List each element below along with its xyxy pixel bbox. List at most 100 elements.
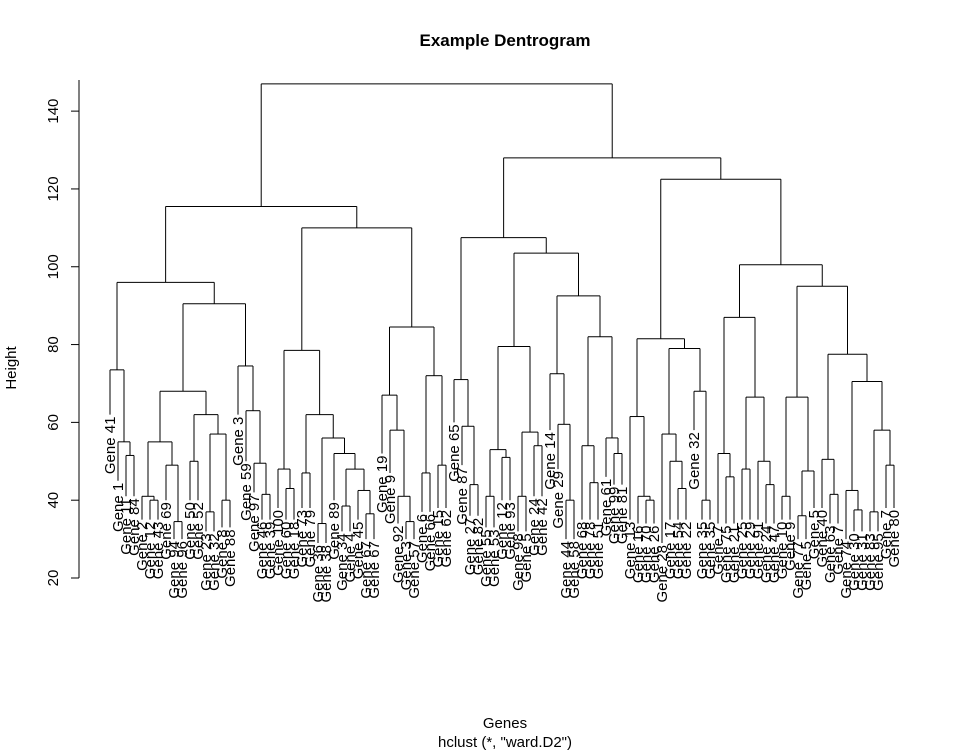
y-axis-label: Height: [3, 345, 20, 389]
leaf-label: Gene 44: [558, 541, 575, 599]
leaf-label: Gene 50: [182, 502, 199, 560]
leaf-label: Gene 16: [630, 526, 647, 584]
leaf-label: Gene 73: [294, 510, 311, 568]
leaf-label: Gene 23: [198, 533, 215, 591]
leaf-label: Gene 57: [406, 541, 423, 599]
leaf-label: Gene 99: [606, 487, 623, 545]
leaf-label: Gene 12: [142, 522, 159, 580]
leaf-label: Gene 94: [166, 541, 183, 599]
leaf-label: Gene 87: [454, 467, 471, 525]
leaf-label: Gene 35: [694, 522, 711, 580]
leaf-label: Gene 59: [238, 463, 255, 521]
leaf-label: Gene 17: [662, 522, 679, 580]
leaf-label: Gene 82: [470, 518, 487, 576]
leaf-label: Gene 40: [814, 510, 831, 568]
leaf-label: Gene 100: [270, 510, 287, 576]
leaf-label: Gene 24: [758, 526, 775, 584]
leaf-label: Gene 24: [526, 498, 543, 556]
leaf-label: Gene 52: [190, 502, 207, 560]
leaf-label: Gene 5: [518, 533, 535, 582]
leaf-label: Gene 51: [590, 522, 607, 580]
leaf-label: Gene 29: [550, 471, 567, 529]
leaf-label: Gene 7: [830, 526, 847, 575]
leaf-label: Gene 91: [750, 522, 767, 580]
leaf-label: Gene 89: [326, 502, 343, 560]
leaf-label: Gene 68: [574, 522, 591, 580]
leaf-label: Gene 9: [382, 475, 399, 524]
leaf-label: Gene 5: [798, 541, 815, 590]
leaf-label: Gene 28: [654, 545, 671, 603]
leaf-label: Gene 7: [710, 526, 727, 575]
leaf-label: Gene 35: [702, 522, 719, 580]
leaf-label: Gene 5: [806, 510, 823, 559]
leaf-label: Gene 2: [134, 522, 151, 571]
leaf-label: Gene 36: [310, 545, 327, 603]
leaf-label: Gene 3: [230, 417, 247, 466]
leaf-label: Gene 53: [486, 529, 503, 587]
leaf-label: Gene 62: [438, 510, 455, 568]
leaf-label: Gene 93: [502, 502, 519, 560]
leaf-label: Gene 97: [246, 494, 263, 552]
y-tick-label: 100: [45, 254, 62, 279]
leaf-label: Gene 19: [374, 456, 391, 514]
chart-title: Example Dentrogram: [420, 31, 591, 50]
leaf-label: Gene 67: [358, 541, 375, 599]
leaf-label: Gene 60: [278, 522, 295, 580]
x-axis-label: Genes: [483, 715, 527, 732]
leaf-label: Gene 9: [782, 522, 799, 571]
leaf-label: Gene 95: [870, 533, 887, 591]
leaf-label: Gene 43: [150, 522, 167, 580]
leaf-label: Gene 78: [582, 522, 599, 580]
leaf-label: Gene 46: [254, 522, 271, 580]
leaf-label: Gene 7: [878, 510, 895, 559]
leaf-label: Gene 55: [478, 529, 495, 587]
leaf-label: Gene 29: [742, 522, 759, 580]
leaf-label: Gene 70: [638, 526, 655, 584]
leaf-label: Gene 14: [542, 432, 559, 490]
leaf-label: Gene 30: [846, 533, 863, 591]
leaf-label: Gene 11: [118, 498, 135, 554]
leaf-label: Gene 41: [102, 417, 119, 475]
leaf-label: Gene 84: [126, 498, 143, 556]
leaf-label: Gene 66: [422, 514, 439, 572]
leaf-label: Gene 21: [726, 526, 743, 584]
leaf-label: Gene 77: [790, 541, 807, 599]
leaf-label: Gene 4: [342, 533, 359, 582]
leaf-label: Gene 18: [286, 522, 303, 580]
leaf-label: Gene 69: [158, 502, 175, 560]
y-tick-label: 60: [45, 414, 62, 431]
leaf-label: Gene 6: [414, 514, 431, 563]
leaf-label: Gene 22: [678, 522, 695, 580]
leaf-label: Gene 25: [734, 522, 751, 580]
y-tick-label: 120: [45, 176, 62, 201]
leaf-label: Gene 88: [222, 529, 239, 587]
x-axis-subtitle: hclust (*, "ward.D2"): [438, 734, 572, 751]
leaf-label: Gene 26: [646, 526, 663, 584]
leaf-label: Gene 27: [462, 518, 479, 576]
leaf-label: Gene 79: [302, 510, 319, 568]
y-tick-label: 80: [45, 336, 62, 353]
leaf-label: Gene 98: [510, 533, 527, 591]
leaf-label: Gene 67: [366, 541, 383, 599]
y-tick-label: 40: [45, 492, 62, 509]
leaf-label: Gene 3: [398, 541, 415, 590]
leaf-label: Gene 63: [822, 526, 839, 584]
leaf-label: Gene 12: [494, 502, 511, 560]
leaf-label: Gene 38: [318, 545, 335, 603]
dendrogram-tree: [109, 83, 895, 543]
leaf-label: Gene 96: [174, 541, 191, 599]
leaf-label: Gene 54: [670, 522, 687, 580]
leaf-label: Gene 45: [350, 522, 367, 580]
leaf-label: Gene 1: [110, 483, 127, 532]
leaf-label: Gene 42: [534, 498, 551, 556]
leaf-label: Gene 83: [862, 533, 879, 591]
leaf-label: Gene 34: [334, 533, 351, 591]
leaf-label: Gene 8: [214, 529, 231, 578]
leaf-label: Gene 13: [622, 522, 639, 580]
leaf-label: Gene 32: [206, 533, 223, 591]
leaf-label: Gene 15: [430, 510, 447, 568]
leaf-label: Gene 10: [774, 522, 791, 580]
y-axis-ticks: 20 40 60 80 100 120 140: [45, 99, 79, 586]
